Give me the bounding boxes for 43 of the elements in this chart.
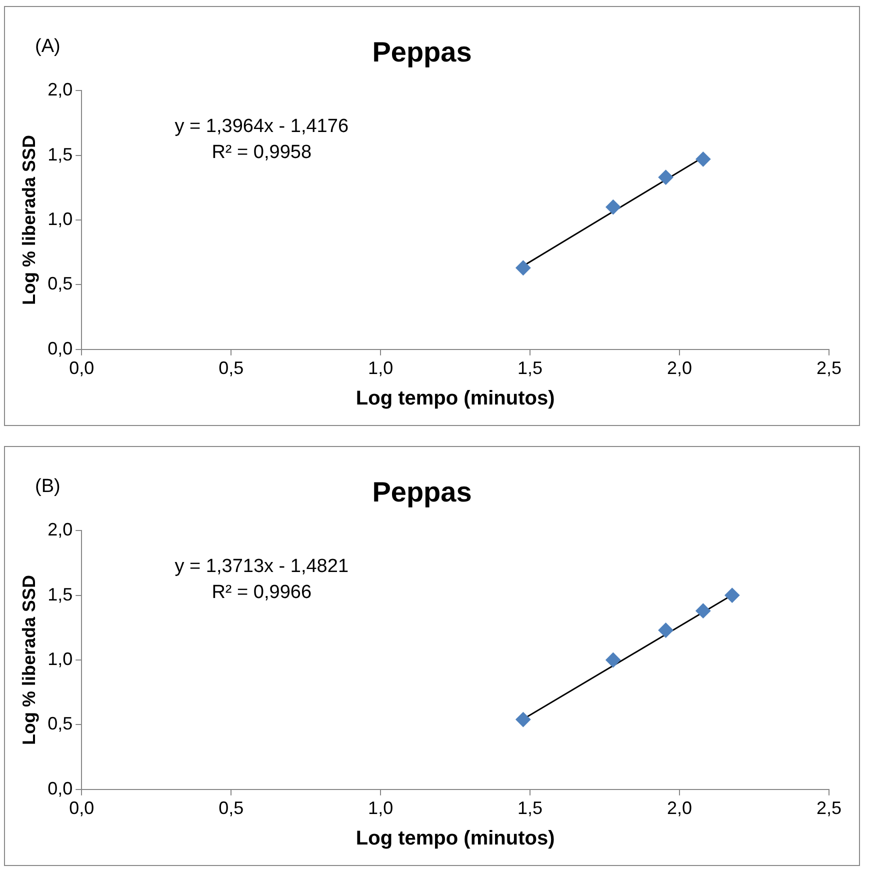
y-tick-label: 0,0 [48,778,73,798]
y-tick-label: 1,5 [48,144,73,164]
y-tick-label: 2,0 [48,80,73,100]
point [516,260,531,276]
point [606,200,621,215]
annotation: y = 1,3713x - 1,4821 [174,556,349,577]
x-tick-label: 1,5 [518,798,543,818]
point [696,603,711,618]
x-axis-title: Log tempo (minutos) [356,828,555,850]
x-tick-label: 1,0 [368,358,394,378]
y-tick-label: 0,5 [48,714,73,734]
x-tick-label: 2,0 [667,798,692,818]
x-axis-title: Log tempo (minutos) [356,388,555,410]
annotation: y = 1,3964x - 1,4176 [174,116,349,137]
y-axis-title: Log % liberada SSD [18,574,39,746]
x-tick-label: 0,0 [69,798,94,818]
annotation: R² = 0,9958 [212,142,312,163]
x-tick-label: 2,5 [816,358,842,378]
x-tick-label: 2,5 [816,798,842,818]
text: (B) [35,476,60,498]
x-tick-label: 1,5 [518,358,543,378]
point [724,588,740,603]
x-tick-label: 0,5 [218,798,244,818]
text: (A) [35,36,60,58]
x-tick-label: 2,0 [667,358,692,378]
y-axis-title: Log % liberada SSD [18,134,39,306]
chart-title: Peppas [372,476,472,508]
annotation: R² = 0,9966 [212,582,312,603]
y-tick-label: 0,5 [48,274,73,294]
point [696,152,711,167]
y-tick-label: 0,0 [48,338,73,358]
chart-title: Peppas [372,36,472,68]
point [658,170,674,185]
point [658,622,674,638]
y-tick-label: 1,0 [48,208,73,229]
point [516,712,531,728]
y-tick-label: 2,0 [48,520,73,540]
x-tick-label: 1,0 [368,798,394,818]
y-tick-label: 1,0 [48,648,73,669]
x-tick-label: 0,5 [218,358,244,378]
x-tick-label: 0,0 [69,358,94,378]
y-tick-label: 1,5 [48,584,73,604]
point [606,652,621,668]
